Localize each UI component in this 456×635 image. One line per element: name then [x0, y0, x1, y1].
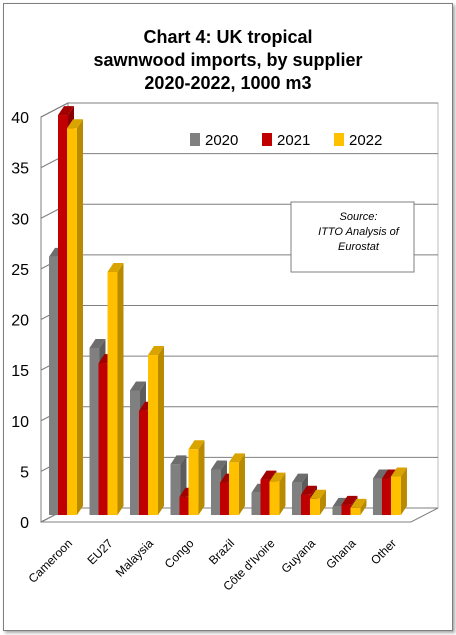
bar-top	[129, 381, 146, 391]
bar-front	[269, 481, 280, 515]
x-tick-label: Other	[368, 536, 399, 567]
bar-top	[309, 489, 326, 499]
chart-title: Chart 4: UK tropical sawnwood imports, b…	[4, 26, 452, 95]
bar-front	[219, 482, 230, 515]
bar-front	[179, 496, 190, 515]
x-tick-label: Ghana	[323, 536, 359, 572]
gridline-side	[40, 102, 69, 118]
bar-top	[381, 469, 398, 479]
y-tick-label: 15	[11, 363, 29, 380]
bar-top	[228, 453, 245, 463]
bar-front	[291, 482, 302, 515]
bar-front	[210, 469, 221, 515]
chart-title-line-2: sawnwood imports, by supplier	[93, 50, 363, 70]
bar-front	[98, 363, 109, 515]
bar-front	[251, 492, 262, 515]
x-tick-label: Congo	[162, 536, 197, 571]
bar-front	[309, 498, 320, 515]
bar-front	[147, 355, 158, 515]
bar-front	[390, 476, 401, 515]
bar-top	[390, 467, 407, 477]
bar-side	[117, 263, 124, 515]
legend-label-2022: 2022	[349, 132, 382, 149]
y-tick-label: 25	[11, 262, 29, 279]
bar-front	[341, 504, 352, 515]
bar-front	[188, 449, 199, 515]
bar-top	[291, 473, 308, 483]
bar-front	[107, 272, 118, 515]
bar-top	[332, 497, 349, 507]
bar-2022	[228, 453, 245, 515]
bar-front	[350, 507, 361, 515]
bar-2022	[188, 440, 205, 515]
y-tick-label: 20	[11, 313, 29, 330]
chart-title-line-3: 2020-2022, 1000 m3	[144, 73, 312, 93]
legend-swatch-2021	[262, 133, 272, 146]
y-tick-label: 10	[11, 414, 29, 431]
bar-top	[341, 495, 358, 505]
legend-swatch-2022	[334, 133, 344, 146]
y-tick-label: 30	[11, 211, 29, 228]
source-box	[290, 201, 415, 273]
bar-top	[300, 485, 317, 495]
bar-top	[260, 470, 277, 480]
source-note-line: Eurostat	[338, 241, 380, 253]
bar-front	[260, 479, 271, 515]
bar-side	[400, 467, 407, 515]
bar-front	[300, 494, 311, 515]
bar-front	[49, 256, 59, 515]
bar-side	[279, 472, 286, 515]
bar-side	[157, 346, 164, 515]
bar-front	[138, 410, 149, 515]
bar-front	[332, 506, 343, 515]
y-tick-label: 0	[20, 515, 29, 532]
legend-swatch-2020	[190, 133, 200, 146]
bar-front	[372, 478, 383, 515]
chart-title-line-1: Chart 4: UK tropical	[143, 27, 313, 47]
bar-top	[372, 469, 389, 479]
bar-front	[228, 462, 239, 515]
bar-top	[147, 346, 164, 356]
bar-front	[381, 478, 392, 515]
bar-top	[269, 472, 286, 482]
x-tick-label: EU27	[84, 536, 115, 567]
bar-2022	[269, 472, 286, 515]
y-tick-label: 5	[20, 464, 29, 481]
bar-top	[170, 455, 187, 465]
bar-side	[77, 119, 83, 515]
bar-side	[319, 489, 326, 515]
x-tick-label: Guyana	[278, 536, 318, 576]
bar-2022	[309, 489, 326, 515]
bar-top	[107, 263, 124, 272]
bar-top	[58, 106, 74, 116]
bar-front	[58, 115, 68, 515]
bar-2022	[107, 263, 124, 515]
legend-label-2020: 2020	[205, 132, 238, 149]
bar-side	[360, 498, 367, 515]
bar-front	[129, 390, 140, 515]
legend-label-2021: 2021	[277, 132, 310, 149]
bar-side	[238, 453, 245, 515]
bar-2022	[390, 467, 407, 515]
bar-front	[89, 347, 100, 515]
x-tick-label: Malaysia	[113, 536, 157, 580]
bar-top	[89, 338, 106, 348]
bar-2022	[67, 119, 83, 515]
bar-top	[350, 498, 367, 508]
bar-side	[198, 440, 205, 515]
bar-2022	[147, 346, 164, 515]
x-tick-label: Brazil	[206, 536, 237, 567]
source-note-line: Source:	[340, 211, 378, 223]
bar-front	[67, 128, 77, 515]
y-tick-label: 35	[11, 161, 29, 178]
y-tick-label: 40	[11, 110, 29, 127]
bar-front	[170, 464, 181, 515]
bar-top	[210, 460, 227, 470]
bar-2022	[350, 498, 367, 515]
source-note-line: ITTO Analysis of	[318, 226, 400, 238]
bar-top	[188, 440, 205, 450]
x-tick-label: Cameroon	[26, 536, 76, 586]
bar-top	[67, 119, 83, 129]
